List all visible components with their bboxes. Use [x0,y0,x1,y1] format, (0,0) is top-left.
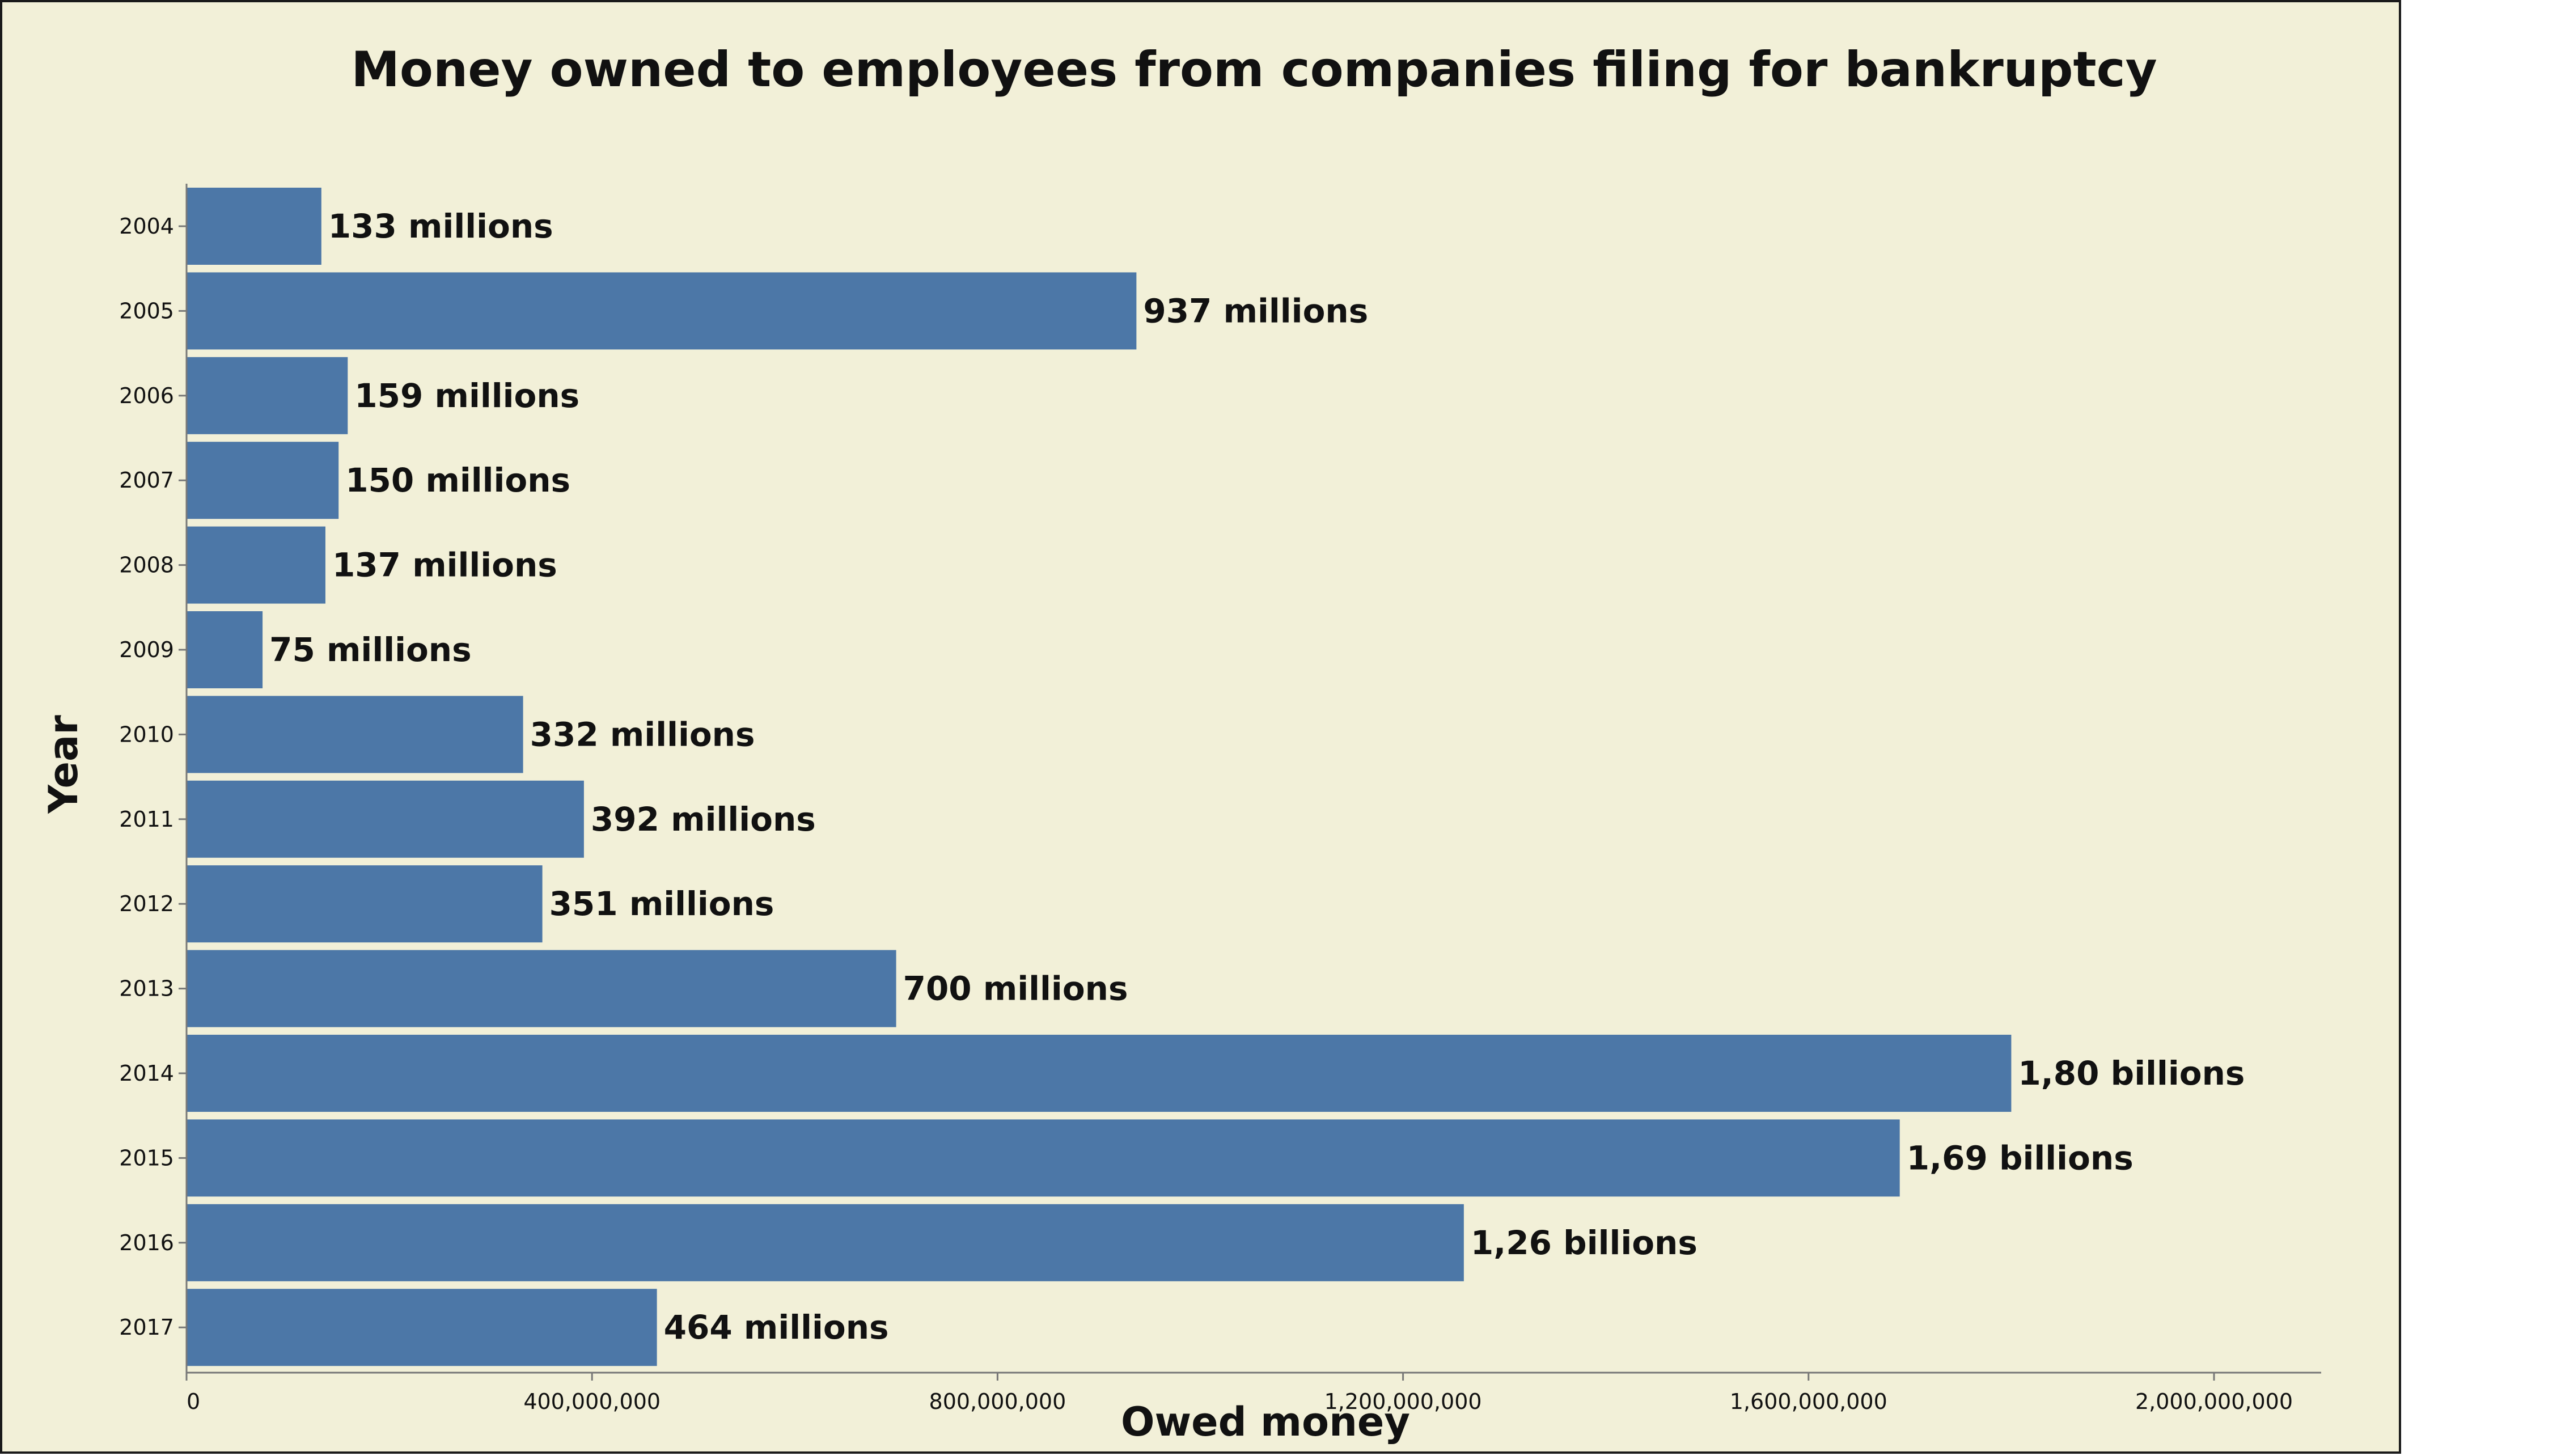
y-tick-label-2005: 2005 [119,298,174,323]
y-tick-label-2017: 2017 [119,1315,174,1340]
data-label-2011: 392 millions [591,800,816,839]
x-axis-title: Owed money [1121,1399,1410,1445]
x-tick-label-4: 1,600,000,000 [1730,1389,1887,1414]
y-tick-label-2016: 2016 [119,1230,174,1255]
y-tick-label-2010: 2010 [119,722,174,747]
bar-2006 [187,357,348,434]
data-label-2007: 150 millions [345,461,570,500]
bar-2004 [187,188,321,265]
y-tick-label-2013: 2013 [119,976,174,1001]
data-label-2014: 1,80 billions [2018,1054,2245,1093]
bar-2011 [187,780,584,858]
x-tick-label-3: 1,200,000,000 [1324,1389,1482,1414]
data-label-2008: 137 millions [332,546,557,585]
data-label-2013: 700 millions [903,970,1128,1008]
bar-2016 [187,1204,1464,1281]
bars-group [187,188,2012,1366]
bar-chart: Money owned to employees from companies … [40,41,2321,1445]
data-label-2015: 1,69 billions [1907,1138,2134,1177]
bar-2012 [187,865,543,943]
y-tick-label-2012: 2012 [119,891,174,916]
bar-2009 [187,611,263,688]
y-tick-label-2004: 2004 [119,214,174,239]
data-label-2012: 351 millions [549,884,774,923]
y-tick-label-2015: 2015 [119,1145,174,1170]
y-axis-title: Year [40,715,87,814]
data-label-2017: 464 millions [664,1308,889,1347]
y-tick-label-2014: 2014 [119,1061,174,1086]
bar-2010 [187,696,523,773]
bar-2008 [187,526,325,604]
x-tick-label-0: 0 [187,1389,200,1414]
x-axis: 0 400,000,000 800,000,000 1,200,000,000 1,60… [185,1372,2321,1414]
data-label-2006: 159 millions [354,376,579,415]
bar-2013 [187,950,896,1027]
chart-title: Money owned to employees from companies … [351,41,2157,98]
bar-2017 [187,1289,657,1366]
y-tick-label-2011: 2011 [119,807,174,832]
chart-panel: Money owned to employees from companies … [0,0,2401,1454]
y-tick-label-2009: 2009 [119,637,174,662]
data-label-2004: 133 millions [328,207,553,246]
data-labels-group: 133 millions 937 millions 159 millions 150 … [269,207,2245,1347]
x-tick-label-1: 400,000,000 [523,1389,661,1414]
bar-2014 [187,1035,2012,1112]
y-tick-label-2008: 2008 [119,553,174,578]
data-label-2016: 1,26 billions [1471,1224,1698,1262]
y-tick-label-2007: 2007 [119,468,174,493]
data-label-2005: 937 millions [1143,291,1368,330]
bar-2015 [187,1119,1900,1197]
x-tick-label-2: 800,000,000 [929,1389,1066,1414]
bar-2007 [187,442,339,519]
data-label-2009: 75 millions [269,630,472,669]
bar-2005 [187,272,1137,350]
y-axis: 2004 2005 2006 2007 2008 2009 2010 2011 2012 2013… [119,184,188,1373]
y-tick-label-2006: 2006 [119,383,174,408]
x-tick-label-5: 2,000,000,000 [2135,1389,2293,1414]
data-label-2010: 332 millions [530,715,755,754]
